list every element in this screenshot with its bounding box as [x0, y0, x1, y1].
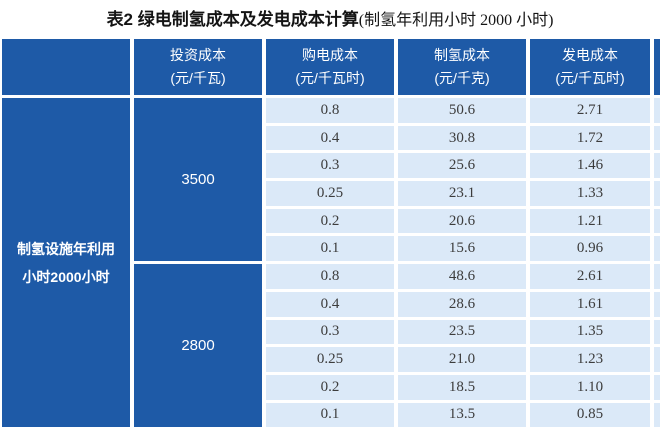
- table-cell: 50.6: [398, 98, 526, 123]
- table-cell: 48.6: [398, 264, 526, 289]
- table-cell: 0.4: [266, 125, 394, 151]
- table-cell: 0.4: [266, 291, 394, 317]
- corner-header-cell: [2, 39, 130, 95]
- row-group-label: 制氢设施年利用 小时2000小时: [2, 98, 130, 428]
- table-cell: 25.6: [398, 153, 526, 179]
- table-cell: 0.25: [266, 181, 394, 206]
- cropped-cell: [654, 208, 660, 234]
- table-cell: 0.8: [266, 98, 394, 123]
- cropped-cell: [654, 402, 660, 428]
- table-cell: 0.3: [266, 153, 394, 179]
- table-cell: 1.23: [530, 347, 650, 372]
- table-cell: 30.8: [398, 125, 526, 151]
- table-cell: 2.71: [530, 98, 650, 123]
- col-header-investment-cost: 投资成本 (元/千瓦): [134, 39, 262, 95]
- table-cell: 0.3: [266, 319, 394, 345]
- table-cell: 13.5: [398, 402, 526, 428]
- table-cell: 1.61: [530, 291, 650, 317]
- table-cell: 21.0: [398, 347, 526, 372]
- table-cell: 0.2: [266, 208, 394, 234]
- table-cell: 1.72: [530, 125, 650, 151]
- cropped-cell: [654, 98, 660, 123]
- col-header-electricity-cost: 购电成本 (元/千瓦时): [266, 39, 394, 95]
- col-header-label: 发电成本: [562, 47, 618, 63]
- table-cell: 1.10: [530, 374, 650, 400]
- table-title: 表2 绿电制氢成本及发电成本计算(制氢年利用小时 2000 小时): [0, 5, 660, 30]
- table-cell: 0.96: [530, 236, 650, 262]
- table-cell: 0.85: [530, 402, 650, 428]
- table-cell: 15.6: [398, 236, 526, 262]
- cropped-cell: [654, 264, 660, 289]
- table-cell: 1.35: [530, 319, 650, 345]
- row-group-label-line1: 制氢设施年利用: [17, 240, 115, 257]
- col-header-label: 制氢成本: [434, 47, 490, 63]
- cropped-cell: [654, 319, 660, 345]
- col-header-label: 投资成本: [170, 47, 226, 63]
- table-title-paren: (制氢年利用小时 2000 小时): [358, 12, 554, 29]
- cropped-cell: [654, 236, 660, 262]
- cropped-cell: [654, 291, 660, 317]
- table-cell: 20.6: [398, 208, 526, 234]
- cropped-cell: [654, 181, 660, 206]
- table-cell: 18.5: [398, 374, 526, 400]
- cost-table: 投资成本 (元/千瓦) 购电成本 (元/千瓦时) 制氢成本 (元/千克) 发电成…: [2, 39, 660, 428]
- col-header-unit: (元/千瓦时): [295, 70, 365, 86]
- col-header-unit: (元/千瓦时): [555, 70, 625, 86]
- table-cell: 1.46: [530, 153, 650, 179]
- table-cell: 0.25: [266, 347, 394, 372]
- row-group-label-line2: 小时2000小时: [22, 268, 110, 285]
- cropped-cell: [654, 125, 660, 151]
- col-header-unit: (元/千瓦): [170, 70, 226, 86]
- col-header-unit: (元/千克): [434, 70, 490, 86]
- col-header-label: 购电成本: [302, 47, 358, 63]
- table-cell: 1.33: [530, 181, 650, 206]
- col-header-hydrogen-cost: 制氢成本 (元/千克): [398, 39, 526, 95]
- table-cell: 23.1: [398, 181, 526, 206]
- table-cell: 28.6: [398, 291, 526, 317]
- table-title-main: 表2 绿电制氢成本及发电成本计算: [106, 10, 359, 29]
- cropped-cell: [654, 153, 660, 179]
- table-cell: 0.1: [266, 236, 394, 262]
- table-cell: 0.1: [266, 402, 394, 428]
- cropped-header-cell: [654, 39, 660, 95]
- table-cell: 0.8: [266, 264, 394, 289]
- investment-3500-cell: 3500: [134, 98, 262, 262]
- col-header-generation-cost: 发电成本 (元/千瓦时): [530, 39, 650, 95]
- table-cell: 23.5: [398, 319, 526, 345]
- table-cell: 2.61: [530, 264, 650, 289]
- cropped-cell: [654, 374, 660, 400]
- table-cell: 0.2: [266, 374, 394, 400]
- table-cell: 1.21: [530, 208, 650, 234]
- cropped-cell: [654, 347, 660, 372]
- investment-2800-cell: 2800: [134, 264, 262, 428]
